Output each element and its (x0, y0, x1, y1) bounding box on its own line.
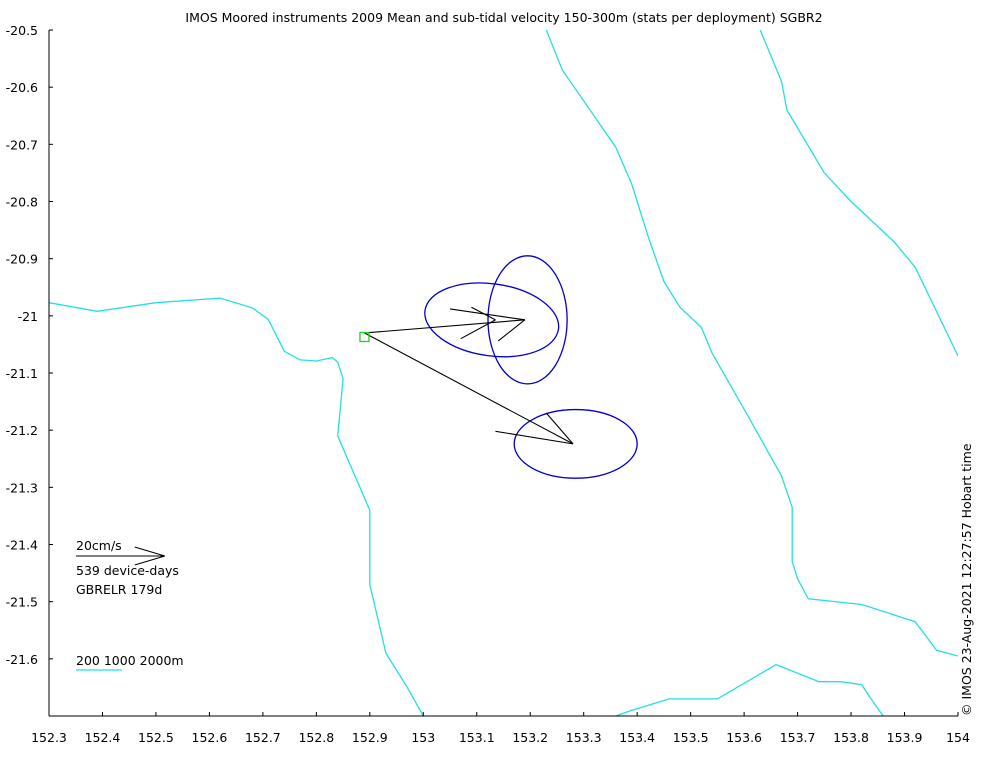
y-tick-label: -21 (18, 309, 38, 324)
mooring-marker (359, 331, 370, 343)
scale-arrow-label: 20cm/s (76, 538, 122, 553)
y-axis: -20.5 -20.6 -20.7 -20.8 -20.9 -21 -21.1 -21.2 -2… (6, 23, 53, 716)
y-tick-label: -21.1 (6, 366, 38, 381)
mean-vector-2 (364, 332, 574, 445)
x-tick-label: 153.4 (619, 730, 655, 745)
y-tick-label: -21.4 (6, 538, 38, 553)
vector-head-3-barb-2 (495, 430, 574, 445)
isobath-line-4 (615, 663, 884, 716)
y-tick-label: -21.3 (6, 480, 38, 495)
x-tick-label: 153.7 (780, 730, 816, 745)
x-tick-label: 152.6 (192, 730, 228, 745)
plot-area: 20cm/s 539 device-days GBRELR 179d 200 1000… (49, 30, 958, 716)
y-tick-label: -21.5 (6, 595, 38, 610)
isobath-line-3 (759, 30, 958, 357)
x-tick-label: 152.9 (352, 730, 388, 745)
vector-head-3-barb-1 (545, 412, 574, 445)
x-tick-label: 152.8 (298, 730, 334, 745)
vector-head-1-barb-1 (449, 308, 525, 321)
isobath-line-1 (49, 297, 424, 716)
x-axis: 152.3 152.4 152.5 152.6 152.7 152.8 152.9 153 15… (31, 712, 970, 745)
x-tick-label: 153.2 (512, 730, 548, 745)
x-tick-label: 152.5 (138, 730, 174, 745)
isobath-line-2 (545, 30, 958, 657)
x-tick-label: 154 (946, 730, 970, 745)
y-tick-label: -20.5 (6, 23, 38, 38)
x-tick-label: 153.1 (459, 730, 495, 745)
legend-text-1: 539 device-days (76, 563, 179, 578)
y-tick-label: -20.9 (6, 252, 38, 267)
variance-ellipse-1 (424, 282, 560, 358)
y-tick-label: -21.6 (6, 652, 38, 667)
vector-head-2-barb-1 (471, 306, 496, 321)
x-tick-label: 153.3 (566, 730, 602, 745)
legend-text-2: GBRELR 179d (76, 582, 162, 597)
isobath-legend-label: 200 1000 2000m (76, 653, 184, 668)
timestamp-label: © IMOS 23-Aug-2021 12:27:57 Hobart time (959, 443, 974, 716)
variance-ellipse-2 (487, 255, 568, 385)
vector-head-1-barb-2 (497, 319, 526, 342)
variance-ellipse-3 (513, 408, 638, 479)
x-tick-label: 152.4 (85, 730, 121, 745)
vector-head-2-barb-2 (460, 319, 496, 340)
x-tick-label: 153.8 (833, 730, 869, 745)
x-tick-label: 152.3 (31, 730, 67, 745)
mean-vector-1 (364, 319, 525, 334)
y-tick-label: -20.6 (6, 80, 38, 95)
y-tick-label: -20.7 (6, 137, 38, 152)
plot-content (49, 30, 958, 716)
x-tick-label: 153 (411, 730, 435, 745)
x-tick-label: 153.9 (887, 730, 923, 745)
y-tick-label: -20.8 (6, 195, 38, 210)
x-tick-label: 153.5 (673, 730, 709, 745)
y-tick-label: -21.2 (6, 423, 38, 438)
x-tick-label: 153.6 (726, 730, 762, 745)
scale-arrow-barb-upper (134, 546, 165, 557)
scale-arrow-barb-lower (134, 555, 165, 566)
x-tick-label: 152.7 (245, 730, 281, 745)
chart-title: IMOS Moored instruments 2009 Mean and su… (185, 10, 822, 25)
legend: 20cm/s 539 device-days GBRELR 179d 200 1000… (76, 538, 184, 671)
